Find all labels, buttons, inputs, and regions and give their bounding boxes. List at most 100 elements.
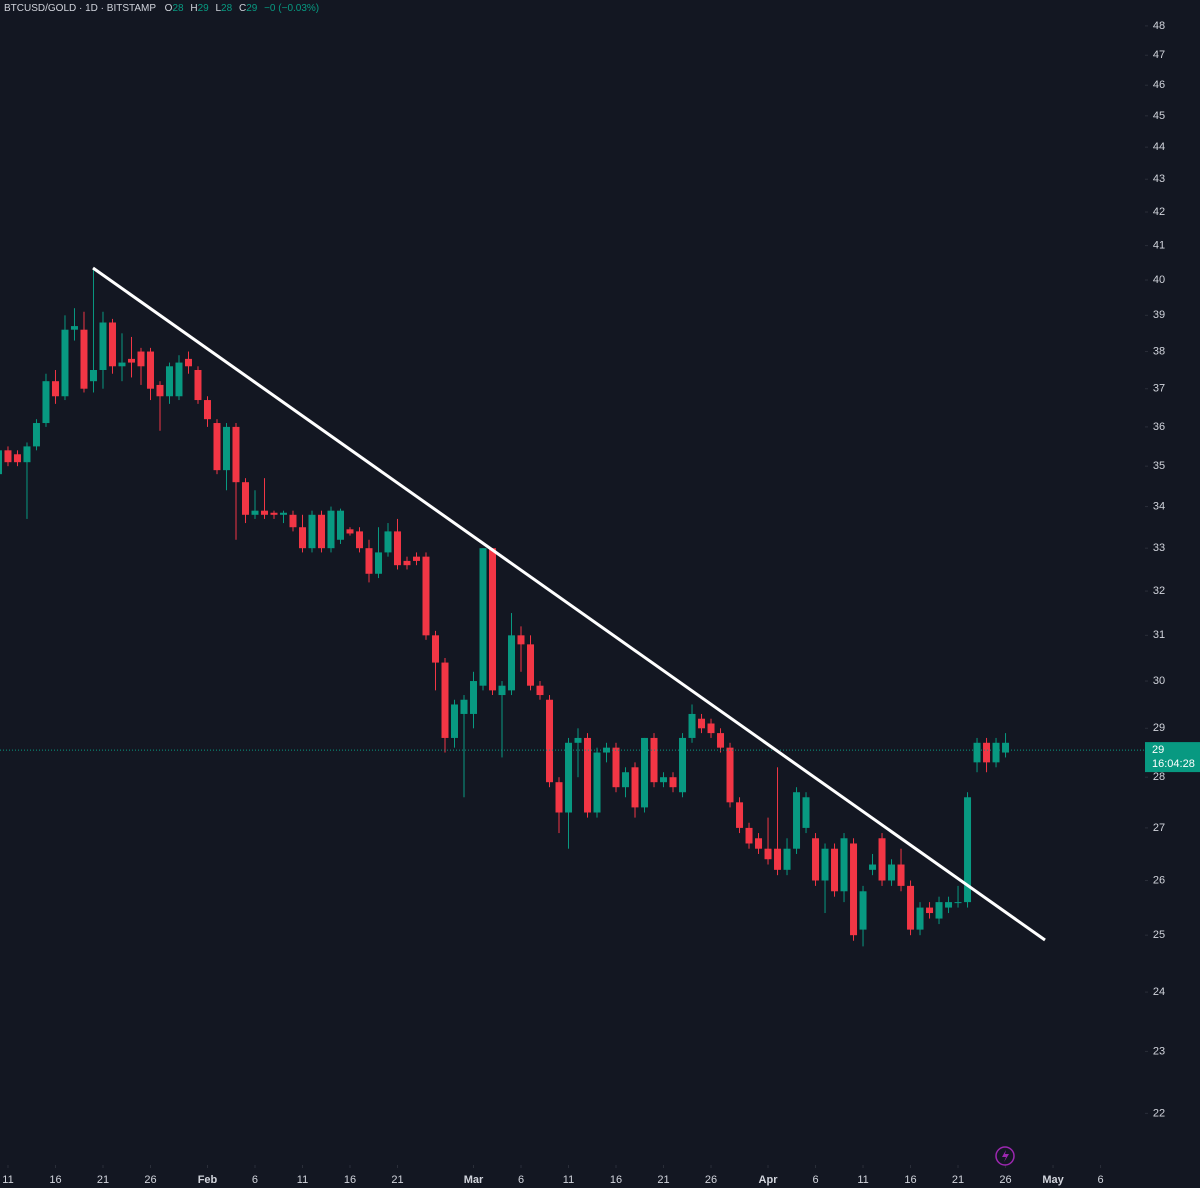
candle-body (954, 902, 962, 904)
candle-body (346, 529, 354, 534)
candle-body (812, 838, 820, 881)
y-tick-label: 26 (1153, 874, 1165, 886)
x-tick-label: Feb (198, 1174, 218, 1186)
x-tick-label: 16 (904, 1174, 916, 1186)
candle-body (470, 681, 478, 714)
candle-body (1002, 742, 1010, 753)
candle-body (308, 514, 316, 549)
y-tick-label: 29 (1153, 722, 1165, 734)
candle-body (146, 351, 154, 389)
candle-body (355, 531, 363, 549)
candle-body (631, 767, 639, 808)
candle-body (374, 552, 382, 574)
candle-body (869, 864, 877, 870)
candle-body (194, 369, 202, 401)
candle-body (926, 907, 934, 914)
x-tick-label: 16 (344, 1174, 356, 1186)
y-tick-label: 25 (1153, 929, 1165, 941)
x-tick-label: May (1042, 1174, 1064, 1186)
candle-body (489, 548, 497, 691)
candle-body (688, 713, 696, 738)
ohlc-value: 29 (198, 3, 210, 14)
countdown: 16:04:28 (1152, 758, 1195, 770)
change: −0 (−0.03%) (264, 3, 319, 14)
candle-body (574, 737, 582, 743)
x-tick-label: 6 (1097, 1174, 1103, 1186)
candle-body (241, 482, 249, 515)
candle-body (888, 864, 896, 881)
alert-icon[interactable] (995, 1146, 1015, 1166)
candle-body (422, 556, 430, 636)
trendline[interactable] (92, 266, 1046, 942)
x-tick-label: 21 (391, 1174, 403, 1186)
y-tick-label: 38 (1153, 345, 1165, 357)
candle-body (555, 782, 563, 813)
candle-body (859, 891, 867, 930)
candle-body (964, 797, 972, 903)
candle-body (536, 685, 544, 696)
x-tick-label: Mar (464, 1174, 484, 1186)
y-tick-label: 28 (1153, 771, 1165, 783)
candle-body (508, 635, 516, 691)
ohlc-key: O (165, 3, 173, 14)
candle-body (717, 733, 725, 748)
y-tick-label: 41 (1153, 240, 1165, 252)
candle-body (51, 381, 59, 397)
candle-body (394, 531, 402, 566)
x-tick-label: 26 (999, 1174, 1011, 1186)
ohlc-key: C (239, 3, 246, 14)
ohlc-value: 28 (221, 3, 233, 14)
x-tick-label: 6 (812, 1174, 818, 1186)
candle-body (517, 635, 525, 645)
x-tick-label: 21 (97, 1174, 109, 1186)
x-tick-label: 11 (2, 1174, 13, 1186)
candle-body (479, 548, 487, 686)
candle-body (61, 329, 69, 397)
candle-body (165, 366, 173, 397)
candle-body (593, 752, 601, 813)
candle-body (70, 326, 78, 330)
candle-body (156, 384, 164, 397)
candle-body (707, 723, 715, 734)
candle-body (213, 423, 221, 471)
candle-body (527, 644, 535, 686)
candle-body (764, 848, 772, 860)
candle-body (916, 907, 924, 930)
candle-body (23, 446, 31, 463)
candle-body (270, 512, 278, 515)
y-tick-label: 42 (1153, 206, 1165, 218)
ohlc-value: 29 (246, 3, 258, 14)
candle-body (13, 454, 21, 463)
y-tick-label: 46 (1153, 79, 1165, 91)
x-tick-label: 6 (252, 1174, 258, 1186)
candle-body (260, 510, 268, 515)
candle-body (878, 838, 886, 881)
candle-body (907, 885, 915, 930)
candle-body (42, 381, 50, 424)
candle-body (0, 450, 2, 475)
y-tick-label: 37 (1153, 383, 1165, 395)
candle-body (222, 426, 230, 471)
y-tick-label: 47 (1153, 49, 1165, 61)
candle-body (384, 531, 392, 553)
candle-body (840, 838, 848, 892)
x-tick-label: 6 (518, 1174, 524, 1186)
x-tick-label: 16 (49, 1174, 61, 1186)
candle-body (232, 426, 240, 483)
candle-body (698, 718, 706, 729)
candle-body (774, 848, 782, 870)
candle-body (127, 358, 135, 363)
symbol: BTCUSD/GOLD · 1D · BITSTAMP (4, 3, 156, 14)
candle-body (850, 843, 858, 936)
y-tick-label: 33 (1153, 542, 1165, 554)
candle-body (32, 423, 40, 447)
candle-body (660, 777, 668, 783)
y-tick-label: 40 (1153, 274, 1165, 286)
plot-area (0, 269, 1145, 947)
candle-body (641, 737, 649, 808)
x-tick-label: 16 (610, 1174, 622, 1186)
time-axis: 11 16 21 26 Feb 6 11 16 21 Mar 6 11 16 21 26 Apr 6 11 16 21… (0, 1165, 1200, 1188)
y-tick-label: 22 (1153, 1107, 1165, 1119)
candle-body (622, 772, 630, 788)
